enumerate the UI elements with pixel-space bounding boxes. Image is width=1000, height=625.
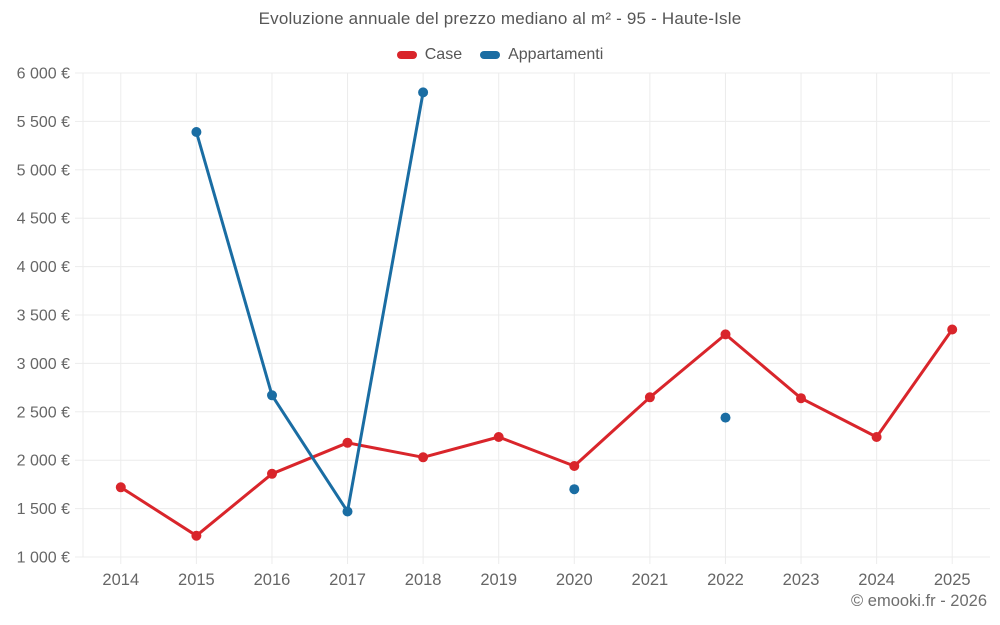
y-tick-label: 5 500 € xyxy=(17,114,70,131)
chart-legend: Case Appartamenti xyxy=(0,46,1000,64)
x-tick-label: 2019 xyxy=(480,571,517,589)
y-tick-label: 2 000 € xyxy=(17,453,70,470)
legend-item-case[interactable]: Case xyxy=(396,46,463,64)
chart-title: Evoluzione annuale del prezzo mediano al… xyxy=(258,9,742,28)
case-data-point[interactable] xyxy=(796,393,806,404)
case-data-point[interactable] xyxy=(871,432,882,442)
case-data-point[interactable] xyxy=(569,461,580,471)
appartamenti-legend-swatch-icon xyxy=(480,51,501,59)
case-data-point[interactable] xyxy=(644,392,655,403)
x-tick-label: 2022 xyxy=(707,571,744,589)
y-tick-label: 6 000 € xyxy=(17,66,70,83)
case-legend-swatch-icon xyxy=(396,51,417,59)
appartamenti-data-point[interactable] xyxy=(191,127,202,137)
x-tick-label: 2020 xyxy=(556,571,593,589)
x-tick-label: 2014 xyxy=(102,571,139,589)
x-tick-label: 2015 xyxy=(178,571,215,589)
copyright-footer: © emooki.fr - 2026 xyxy=(851,592,987,610)
y-tick-label: 2 500 € xyxy=(17,404,70,421)
y-tick-label: 4 000 € xyxy=(17,259,70,276)
case-data-point[interactable] xyxy=(720,329,731,340)
case-line xyxy=(119,328,954,538)
legend-item-appartamenti[interactable]: Appartamenti xyxy=(480,46,603,64)
case-data-point[interactable] xyxy=(493,432,504,442)
x-tick-label: 2021 xyxy=(632,571,669,589)
x-tick-label: 2024 xyxy=(858,571,895,589)
y-tick-label: 3 000 € xyxy=(17,356,70,373)
y-tick-label: 4 500 € xyxy=(17,211,70,228)
appartamenti-data-point[interactable] xyxy=(418,87,429,98)
appartamenti-data-point[interactable] xyxy=(342,506,353,517)
case-data-point[interactable] xyxy=(267,468,277,479)
case-legend-label: Case xyxy=(424,46,463,63)
appartamenti-legend-label: Appartamenti xyxy=(508,46,604,63)
y-tick-label: 3 500 € xyxy=(17,308,70,325)
appartamenti-data-point[interactable] xyxy=(569,484,580,495)
x-tick-label: 2025 xyxy=(934,571,971,589)
x-tick-label: 2016 xyxy=(254,571,291,589)
y-tick-label: 1 500 € xyxy=(17,501,70,518)
case-data-point[interactable] xyxy=(191,530,202,541)
y-tick-label: 5 000 € xyxy=(17,162,70,179)
case-data-point[interactable] xyxy=(418,452,429,463)
x-tick-label: 2018 xyxy=(405,571,442,589)
y-tick-label: 1 000 € xyxy=(17,550,70,567)
x-tick-label: 2017 xyxy=(329,571,366,589)
case-data-point[interactable] xyxy=(115,482,126,493)
appartamenti-data-point[interactable] xyxy=(720,412,731,423)
case-data-point[interactable] xyxy=(342,437,353,448)
appartamenti-data-point[interactable] xyxy=(267,390,277,401)
case-data-point[interactable] xyxy=(947,324,958,335)
x-tick-label: 2023 xyxy=(783,571,820,589)
